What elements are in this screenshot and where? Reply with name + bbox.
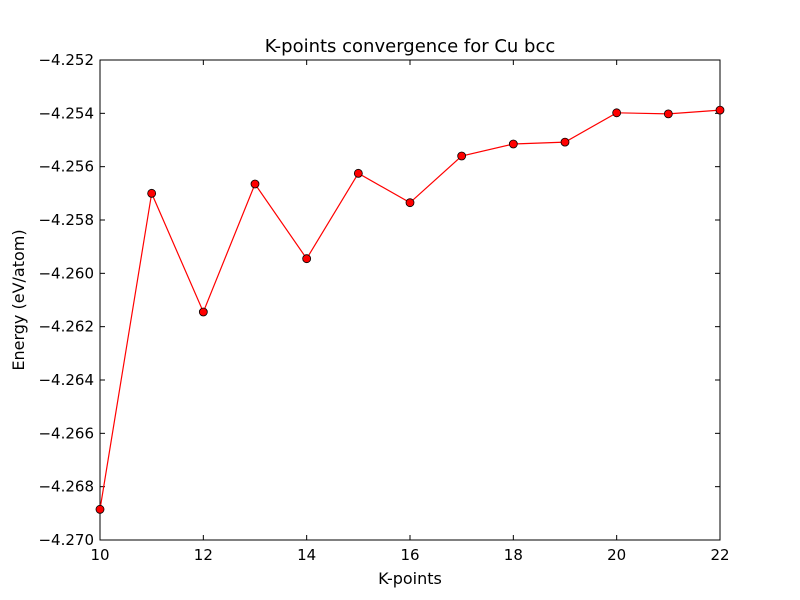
data-point: [663, 109, 673, 119]
x-axis-label: K-points: [378, 569, 442, 588]
y-tick-label: −4.260: [38, 264, 94, 282]
data-point: [612, 108, 622, 118]
x-tick-label: 22: [710, 546, 729, 564]
x-tick-label: 20: [607, 546, 626, 564]
y-tick-label: −4.266: [38, 424, 94, 442]
series-line: [99, 109, 721, 510]
y-axis-label: Energy (eV/atom): [9, 229, 28, 370]
data-point: [198, 307, 208, 317]
chart-title: K-points convergence for Cu bcc: [265, 36, 556, 57]
y-tick-label: −4.254: [38, 104, 94, 122]
x-tick-label: 12: [194, 546, 213, 564]
x-tick-label: 16: [400, 546, 419, 564]
x-tick-label: 10: [90, 546, 109, 564]
y-tick-label: −4.262: [38, 318, 94, 336]
data-point: [302, 254, 312, 264]
data-point: [353, 168, 363, 178]
y-tick-label: −4.270: [38, 531, 94, 549]
x-tick-label: 18: [504, 546, 523, 564]
data-point: [95, 504, 105, 514]
y-tick-label: −4.264: [38, 371, 94, 389]
data-point: [508, 139, 518, 149]
plot-frame: [99, 59, 721, 541]
y-tick-label: −4.252: [38, 51, 94, 69]
data-point: [715, 105, 725, 115]
y-tick-label: −4.256: [38, 158, 94, 176]
y-tick-label: −4.268: [38, 478, 94, 496]
data-point: [250, 179, 260, 189]
x-tick-label: 14: [297, 546, 316, 564]
data-point: [405, 198, 415, 208]
plot-area: 10 12 14 16 18 20 22 −4.270 −4.268 −4.266 −4.264 −4…: [38, 51, 729, 564]
data-point: [457, 151, 467, 161]
data-point: [147, 188, 157, 198]
data-point: [560, 137, 570, 147]
y-tick-label: −4.258: [38, 211, 94, 229]
